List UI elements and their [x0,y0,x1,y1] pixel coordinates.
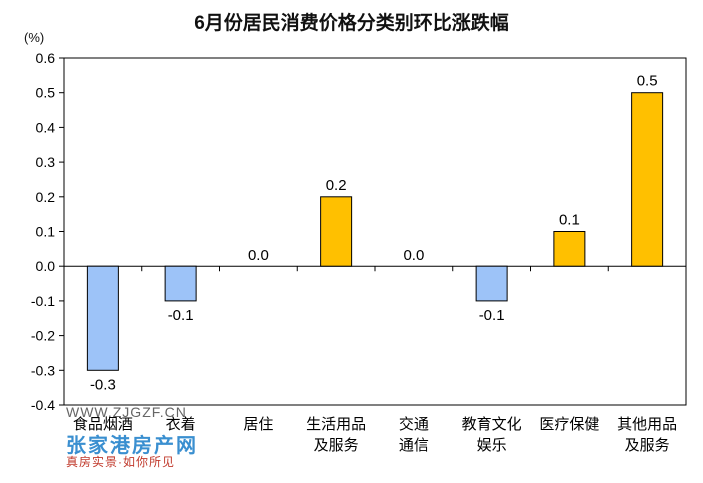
category-label: 通信 [399,436,429,454]
watermark-slogan: 真房实景·如你所见 [66,455,175,469]
category-label: 及服务 [625,436,670,454]
category-label: 娱乐 [477,436,507,454]
category-label: 及服务 [314,436,359,454]
data-label: 0.0 [403,247,424,264]
y-tick-label: 0.1 [36,224,56,240]
bar [164,265,197,302]
y-tick-label: 0.4 [36,119,56,135]
data-label: -0.1 [168,307,194,324]
y-tick-label: 0.5 [36,85,56,101]
bar [86,265,119,371]
y-tick-label: -0.2 [31,328,55,344]
y-tick-label: -0.1 [31,293,55,309]
data-label: 0.0 [248,247,269,264]
category-label: 交通 [399,415,429,433]
unit-label: (%) [24,30,45,45]
data-label: -0.3 [90,376,116,393]
category-label: 居住 [243,415,273,433]
plot-frame [63,57,687,406]
data-label: 0.5 [637,73,658,90]
data-label: 0.2 [326,177,347,194]
category-label: 生活用品 [306,415,366,433]
bar [320,196,353,267]
watermark-url: WWW.ZJGZF.CN [66,404,187,420]
y-tick-label: -0.4 [31,397,55,413]
data-label: 0.1 [559,212,580,229]
y-tick-label: -0.3 [31,362,55,378]
y-tick-label: 0.0 [36,258,56,274]
category-label: 教育文化 [462,415,522,433]
y-tick-label: 0.3 [36,154,56,170]
bar [475,265,508,302]
category-label: 其他用品 [617,415,677,433]
category-label: 衣着 [166,415,196,433]
y-tick-label: 0.2 [36,189,56,205]
y-tick-label: 0.6 [36,50,56,66]
chart-title: 6月份居民消费价格分类别环比涨跌幅 [194,13,509,34]
bar [631,92,664,267]
watermark-site-name: 张家港房产网 [66,435,198,457]
data-label: -0.1 [479,307,505,324]
category-label: 医疗保健 [539,415,599,433]
category-label: 食品烟酒 [73,415,133,433]
bar [553,231,586,267]
